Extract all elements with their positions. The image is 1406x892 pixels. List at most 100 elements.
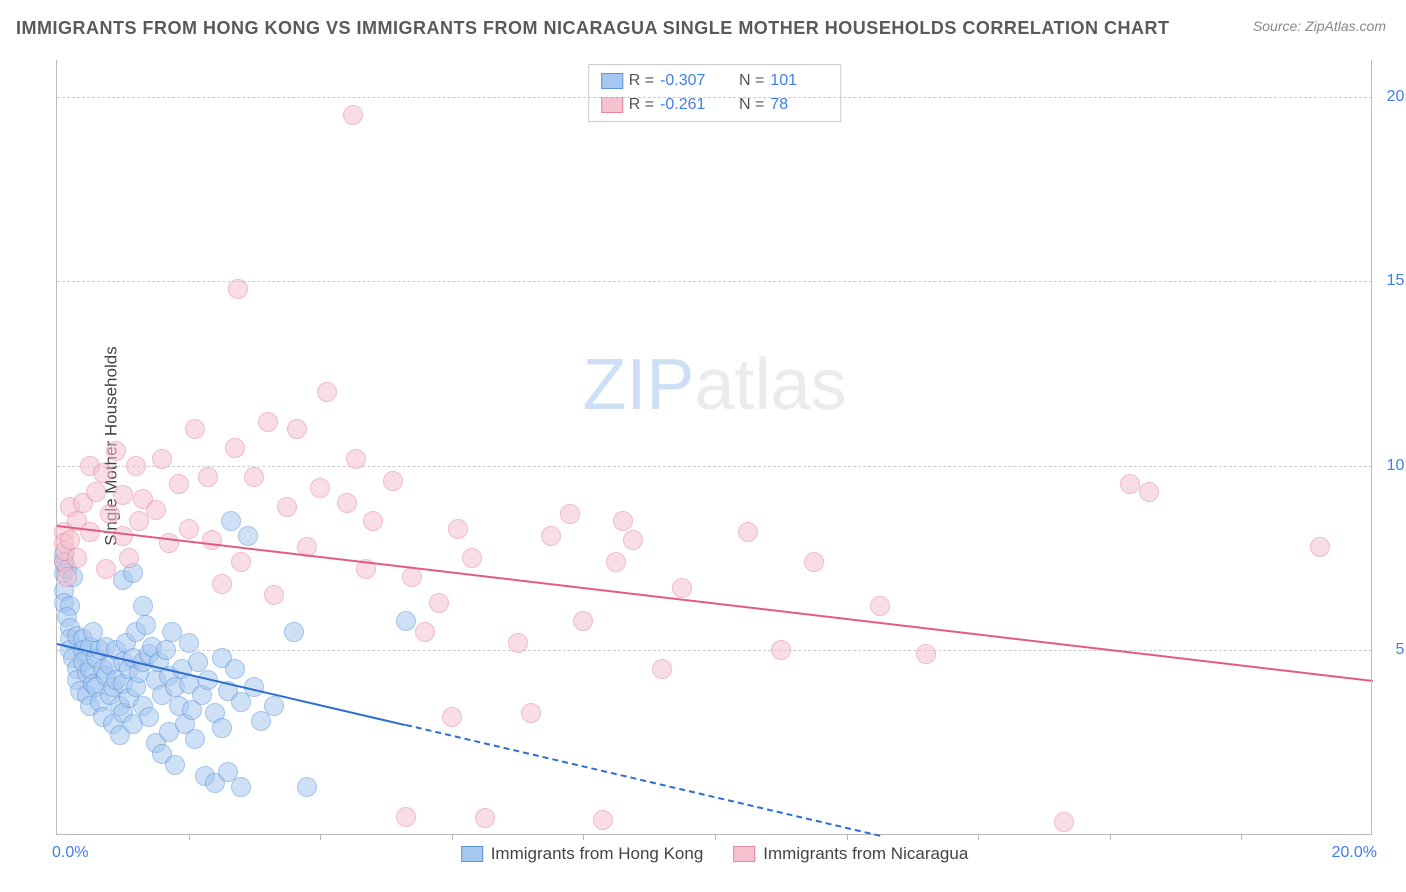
data-point [346, 449, 366, 469]
data-point [225, 438, 245, 458]
data-point [606, 552, 626, 572]
y-axis-tick: 20.0% [1377, 88, 1406, 106]
x-axis-tick-first: 0.0% [52, 844, 88, 862]
x-axis-tick-mark [847, 834, 848, 840]
data-point [198, 467, 218, 487]
data-point [146, 500, 166, 520]
data-point [613, 511, 633, 531]
data-point [593, 810, 613, 830]
legend-swatch [461, 846, 483, 862]
data-point [448, 519, 468, 539]
data-point [228, 279, 248, 299]
data-point [560, 504, 580, 524]
data-point [1054, 812, 1074, 832]
x-axis-tick-mark [1110, 834, 1111, 840]
data-point [179, 633, 199, 653]
data-point [310, 478, 330, 498]
data-point [185, 729, 205, 749]
data-point [96, 559, 116, 579]
legend-n-value: 101 [770, 69, 828, 93]
data-point [870, 596, 890, 616]
data-point [317, 382, 337, 402]
data-point [442, 707, 462, 727]
series-legend: Immigrants from Hong Kong Immigrants from… [461, 844, 969, 864]
data-point [212, 574, 232, 594]
data-point [652, 659, 672, 679]
data-point [383, 471, 403, 491]
data-point [106, 441, 126, 461]
data-point [396, 807, 416, 827]
legend-swatch [733, 846, 755, 862]
data-point [343, 105, 363, 125]
data-point [156, 640, 176, 660]
data-point [165, 755, 185, 775]
data-point [100, 504, 120, 524]
data-point [67, 548, 87, 568]
x-axis-tick-mark [1241, 834, 1242, 840]
data-point [169, 474, 189, 494]
x-axis-tick-mark [583, 834, 584, 840]
gridline [57, 97, 1372, 98]
correlation-legend: R =-0.307 N =101R =-0.261 N =78 [588, 64, 842, 122]
gridline [57, 650, 1372, 651]
x-axis-tick-last: 20.0% [1332, 844, 1377, 862]
data-point [738, 522, 758, 542]
data-point [93, 463, 113, 483]
data-point [771, 640, 791, 660]
data-point [623, 530, 643, 550]
legend-r-value: -0.307 [660, 69, 718, 93]
data-point [284, 622, 304, 642]
data-point [136, 615, 156, 635]
data-point [521, 703, 541, 723]
legend-item: Immigrants from Nicaragua [733, 844, 968, 864]
legend-label: R = [629, 69, 654, 93]
data-point [152, 449, 172, 469]
data-point [804, 552, 824, 572]
gridline [57, 281, 1372, 282]
source-attribution: Source: ZipAtlas.com [1253, 18, 1386, 34]
data-point [573, 611, 593, 631]
data-point [297, 777, 317, 797]
data-point [462, 548, 482, 568]
data-point [80, 522, 100, 542]
watermark: ZIPatlas [582, 344, 846, 426]
data-point [221, 511, 241, 531]
data-point [264, 585, 284, 605]
data-point [277, 497, 297, 517]
data-point [238, 526, 258, 546]
x-axis-tick-mark [189, 834, 190, 840]
x-axis-tick-mark [715, 834, 716, 840]
data-point [231, 552, 251, 572]
x-axis-tick-mark [452, 834, 453, 840]
trend-line [57, 525, 1373, 682]
data-point [1310, 537, 1330, 557]
plot-area: ZIPatlas R =-0.307 N =101R =-0.261 N =78… [56, 60, 1372, 835]
legend-series-name: Immigrants from Hong Kong [491, 844, 704, 864]
data-point [86, 482, 106, 502]
data-point [363, 511, 383, 531]
data-point [508, 633, 528, 653]
data-point [264, 696, 284, 716]
data-point [133, 596, 153, 616]
data-point [126, 456, 146, 476]
x-axis-tick-mark [320, 834, 321, 840]
data-point [337, 493, 357, 513]
data-point [179, 519, 199, 539]
data-point [188, 652, 208, 672]
data-point [475, 808, 495, 828]
legend-item: Immigrants from Hong Kong [461, 844, 704, 864]
legend-swatch [601, 97, 623, 113]
data-point [415, 622, 435, 642]
data-point [231, 777, 251, 797]
data-point [1120, 474, 1140, 494]
data-point [202, 530, 222, 550]
legend-row: R =-0.307 N =101 [601, 69, 829, 93]
legend-label: N = [739, 69, 764, 93]
data-point [57, 567, 77, 587]
data-point [541, 526, 561, 546]
data-point [113, 485, 133, 505]
legend-series-name: Immigrants from Nicaragua [763, 844, 968, 864]
data-point [244, 467, 264, 487]
chart-title: IMMIGRANTS FROM HONG KONG VS IMMIGRANTS … [16, 18, 1169, 39]
data-point [212, 718, 232, 738]
